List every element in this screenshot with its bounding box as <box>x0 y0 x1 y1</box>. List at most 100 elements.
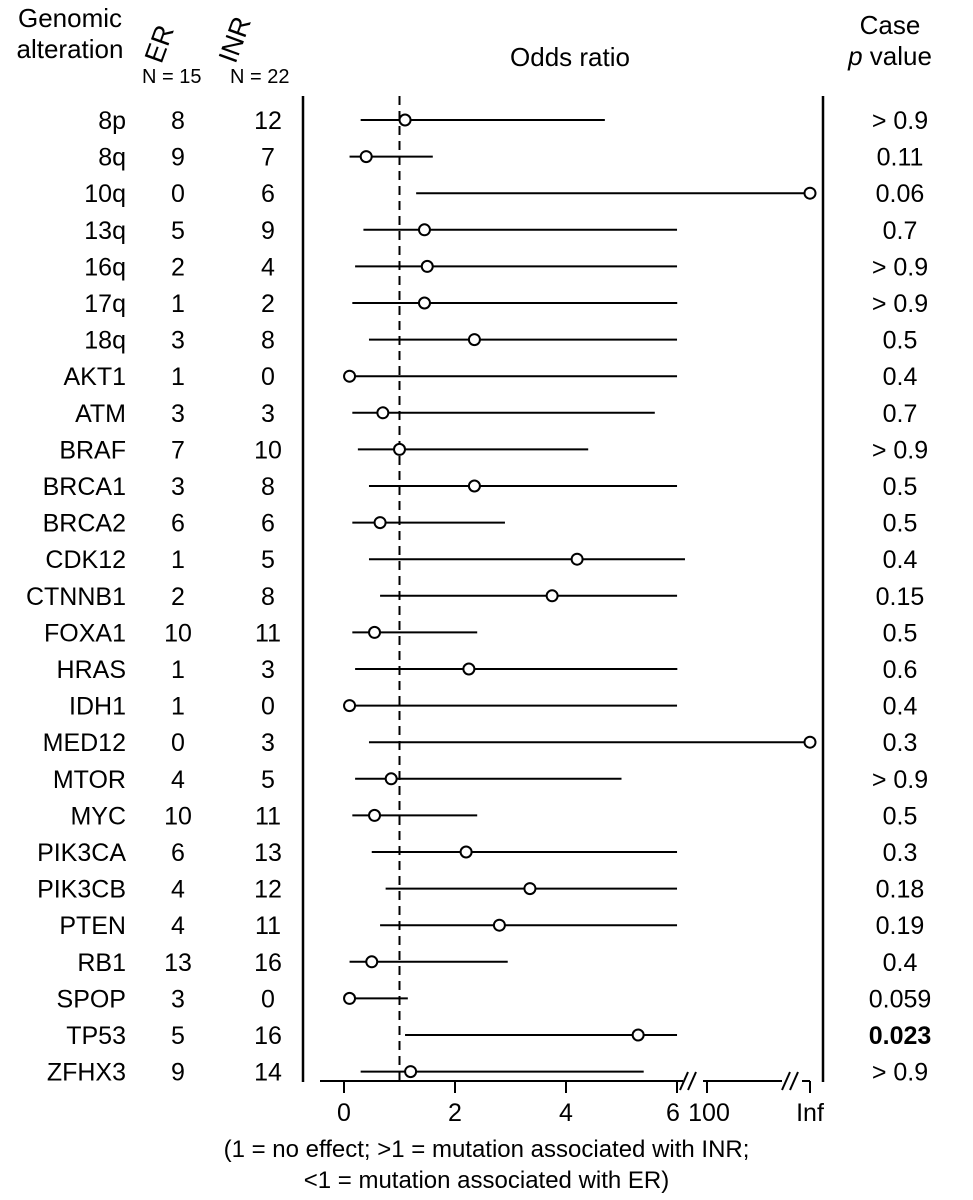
p-header-line2: p value <box>820 41 960 72</box>
genomic-alteration-header: Genomic alteration <box>8 3 132 65</box>
odds-ratio-point <box>417 223 431 237</box>
odds-ratio-point <box>376 406 390 420</box>
p-value: 0.15 <box>876 583 925 611</box>
er-count: 4 <box>171 766 185 794</box>
p-value: 0.3 <box>883 729 918 757</box>
er-n-text: N = 15 <box>142 66 202 88</box>
p-header-line1: Case <box>859 10 921 40</box>
inr-count: 12 <box>254 876 282 904</box>
odds-ratio-point <box>343 699 357 713</box>
inr-count: 11 <box>255 912 281 940</box>
inr-count: 16 <box>254 1022 282 1050</box>
axis-break-mark <box>687 1071 697 1091</box>
odds-ratio-point <box>368 625 382 639</box>
odds-ratio-point <box>803 735 817 749</box>
inr-count: 11 <box>255 802 281 830</box>
odds-ratio-point <box>359 150 373 164</box>
row-label: PIK3CB <box>37 876 126 904</box>
row-label: BRCA1 <box>43 473 126 501</box>
odds-ratio-point <box>417 296 431 310</box>
p-value: 0.4 <box>883 949 918 977</box>
inr-n-text: N = 22 <box>230 66 290 88</box>
er-count: 3 <box>171 985 185 1013</box>
odds-ratio-point <box>368 808 382 822</box>
row-label: PTEN <box>59 912 126 940</box>
p-value: 0.7 <box>883 217 918 245</box>
inr-count: 0 <box>261 985 275 1013</box>
row-label: ZFHX3 <box>47 1059 126 1087</box>
row-label: BRAF <box>59 436 126 464</box>
row-label: 8q <box>98 144 126 172</box>
er-count: 6 <box>171 510 185 538</box>
odds-ratio-point <box>420 259 434 273</box>
row-label: AKT1 <box>63 363 126 391</box>
er-count: 3 <box>171 400 185 428</box>
row-label: SPOP <box>57 985 126 1013</box>
odds-ratio-point <box>343 369 357 383</box>
p-value: 0.4 <box>883 546 918 574</box>
row-label: ATM <box>75 400 126 428</box>
odds-ratio-point <box>467 479 481 493</box>
odds-ratio-point <box>365 955 379 969</box>
row-label: 8p <box>98 107 126 135</box>
er-n-label: N = 15 <box>142 66 201 89</box>
inr-count: 12 <box>254 107 282 135</box>
p-value: 0.5 <box>883 619 918 647</box>
odds-ratio-point <box>373 516 387 530</box>
er-count: 0 <box>171 180 185 208</box>
p-value: > 0.9 <box>872 107 928 135</box>
p-value: 0.06 <box>876 180 925 208</box>
p-value: 0.4 <box>883 693 918 721</box>
inr-count: 5 <box>261 766 275 794</box>
p-value: > 0.9 <box>872 436 928 464</box>
er-count: 1 <box>171 546 185 574</box>
inr-count: 0 <box>261 693 275 721</box>
row-label: MED12 <box>43 729 126 757</box>
inr-count: 8 <box>261 327 275 355</box>
er-count: 7 <box>171 436 185 464</box>
inr-count: 9 <box>261 217 275 245</box>
odds-ratio-point <box>523 882 537 896</box>
inr-count: 4 <box>261 253 275 281</box>
p-value: 0.6 <box>883 656 918 684</box>
p-header-value-word: value <box>869 41 932 71</box>
row-label: 10q <box>84 180 126 208</box>
odds-ratio-point <box>492 918 506 932</box>
inr-count: 2 <box>261 290 275 318</box>
er-count: 1 <box>171 363 185 391</box>
x-tick-label: 2 <box>448 1099 462 1127</box>
odds-ratio-point <box>384 772 398 786</box>
p-value: 0.3 <box>883 839 918 867</box>
p-value: > 0.9 <box>872 290 928 318</box>
er-count: 1 <box>171 656 185 684</box>
er-count: 5 <box>171 217 185 245</box>
x-tick-label: 4 <box>559 1099 573 1127</box>
inr-count: 8 <box>261 583 275 611</box>
footnote-line2: <1 = mutation associated with ER) <box>303 1167 670 1194</box>
er-count: 2 <box>171 253 185 281</box>
p-value: 0.5 <box>883 510 918 538</box>
odds-ratio-point <box>404 1065 418 1079</box>
row-label: PIK3CA <box>37 839 126 867</box>
p-header-italic: p <box>848 41 863 71</box>
genomic-header-line2: alteration <box>16 34 124 64</box>
x-tick-label: 6 <box>666 1099 680 1127</box>
er-count: 2 <box>171 583 185 611</box>
er-count: 3 <box>171 473 185 501</box>
footnote-line1: (1 = no effect; >1 = mutation associated… <box>223 1136 750 1163</box>
p-value: 0.5 <box>883 473 918 501</box>
plot-frame <box>301 96 825 1082</box>
odds-ratio-point <box>631 1028 645 1042</box>
odds-ratio-point <box>545 589 559 603</box>
row-label: CTNNB1 <box>26 583 126 611</box>
row-label: 17q <box>84 290 126 318</box>
genomic-header-line1: Genomic <box>17 3 123 33</box>
inr-count: 13 <box>254 839 282 867</box>
er-count: 4 <box>171 876 185 904</box>
row-label: CDK12 <box>45 546 126 574</box>
odds-ratio-point <box>398 113 412 127</box>
row-label: 18q <box>84 327 126 355</box>
er-count: 10 <box>164 802 192 830</box>
p-value-header: Case p value <box>820 10 960 72</box>
